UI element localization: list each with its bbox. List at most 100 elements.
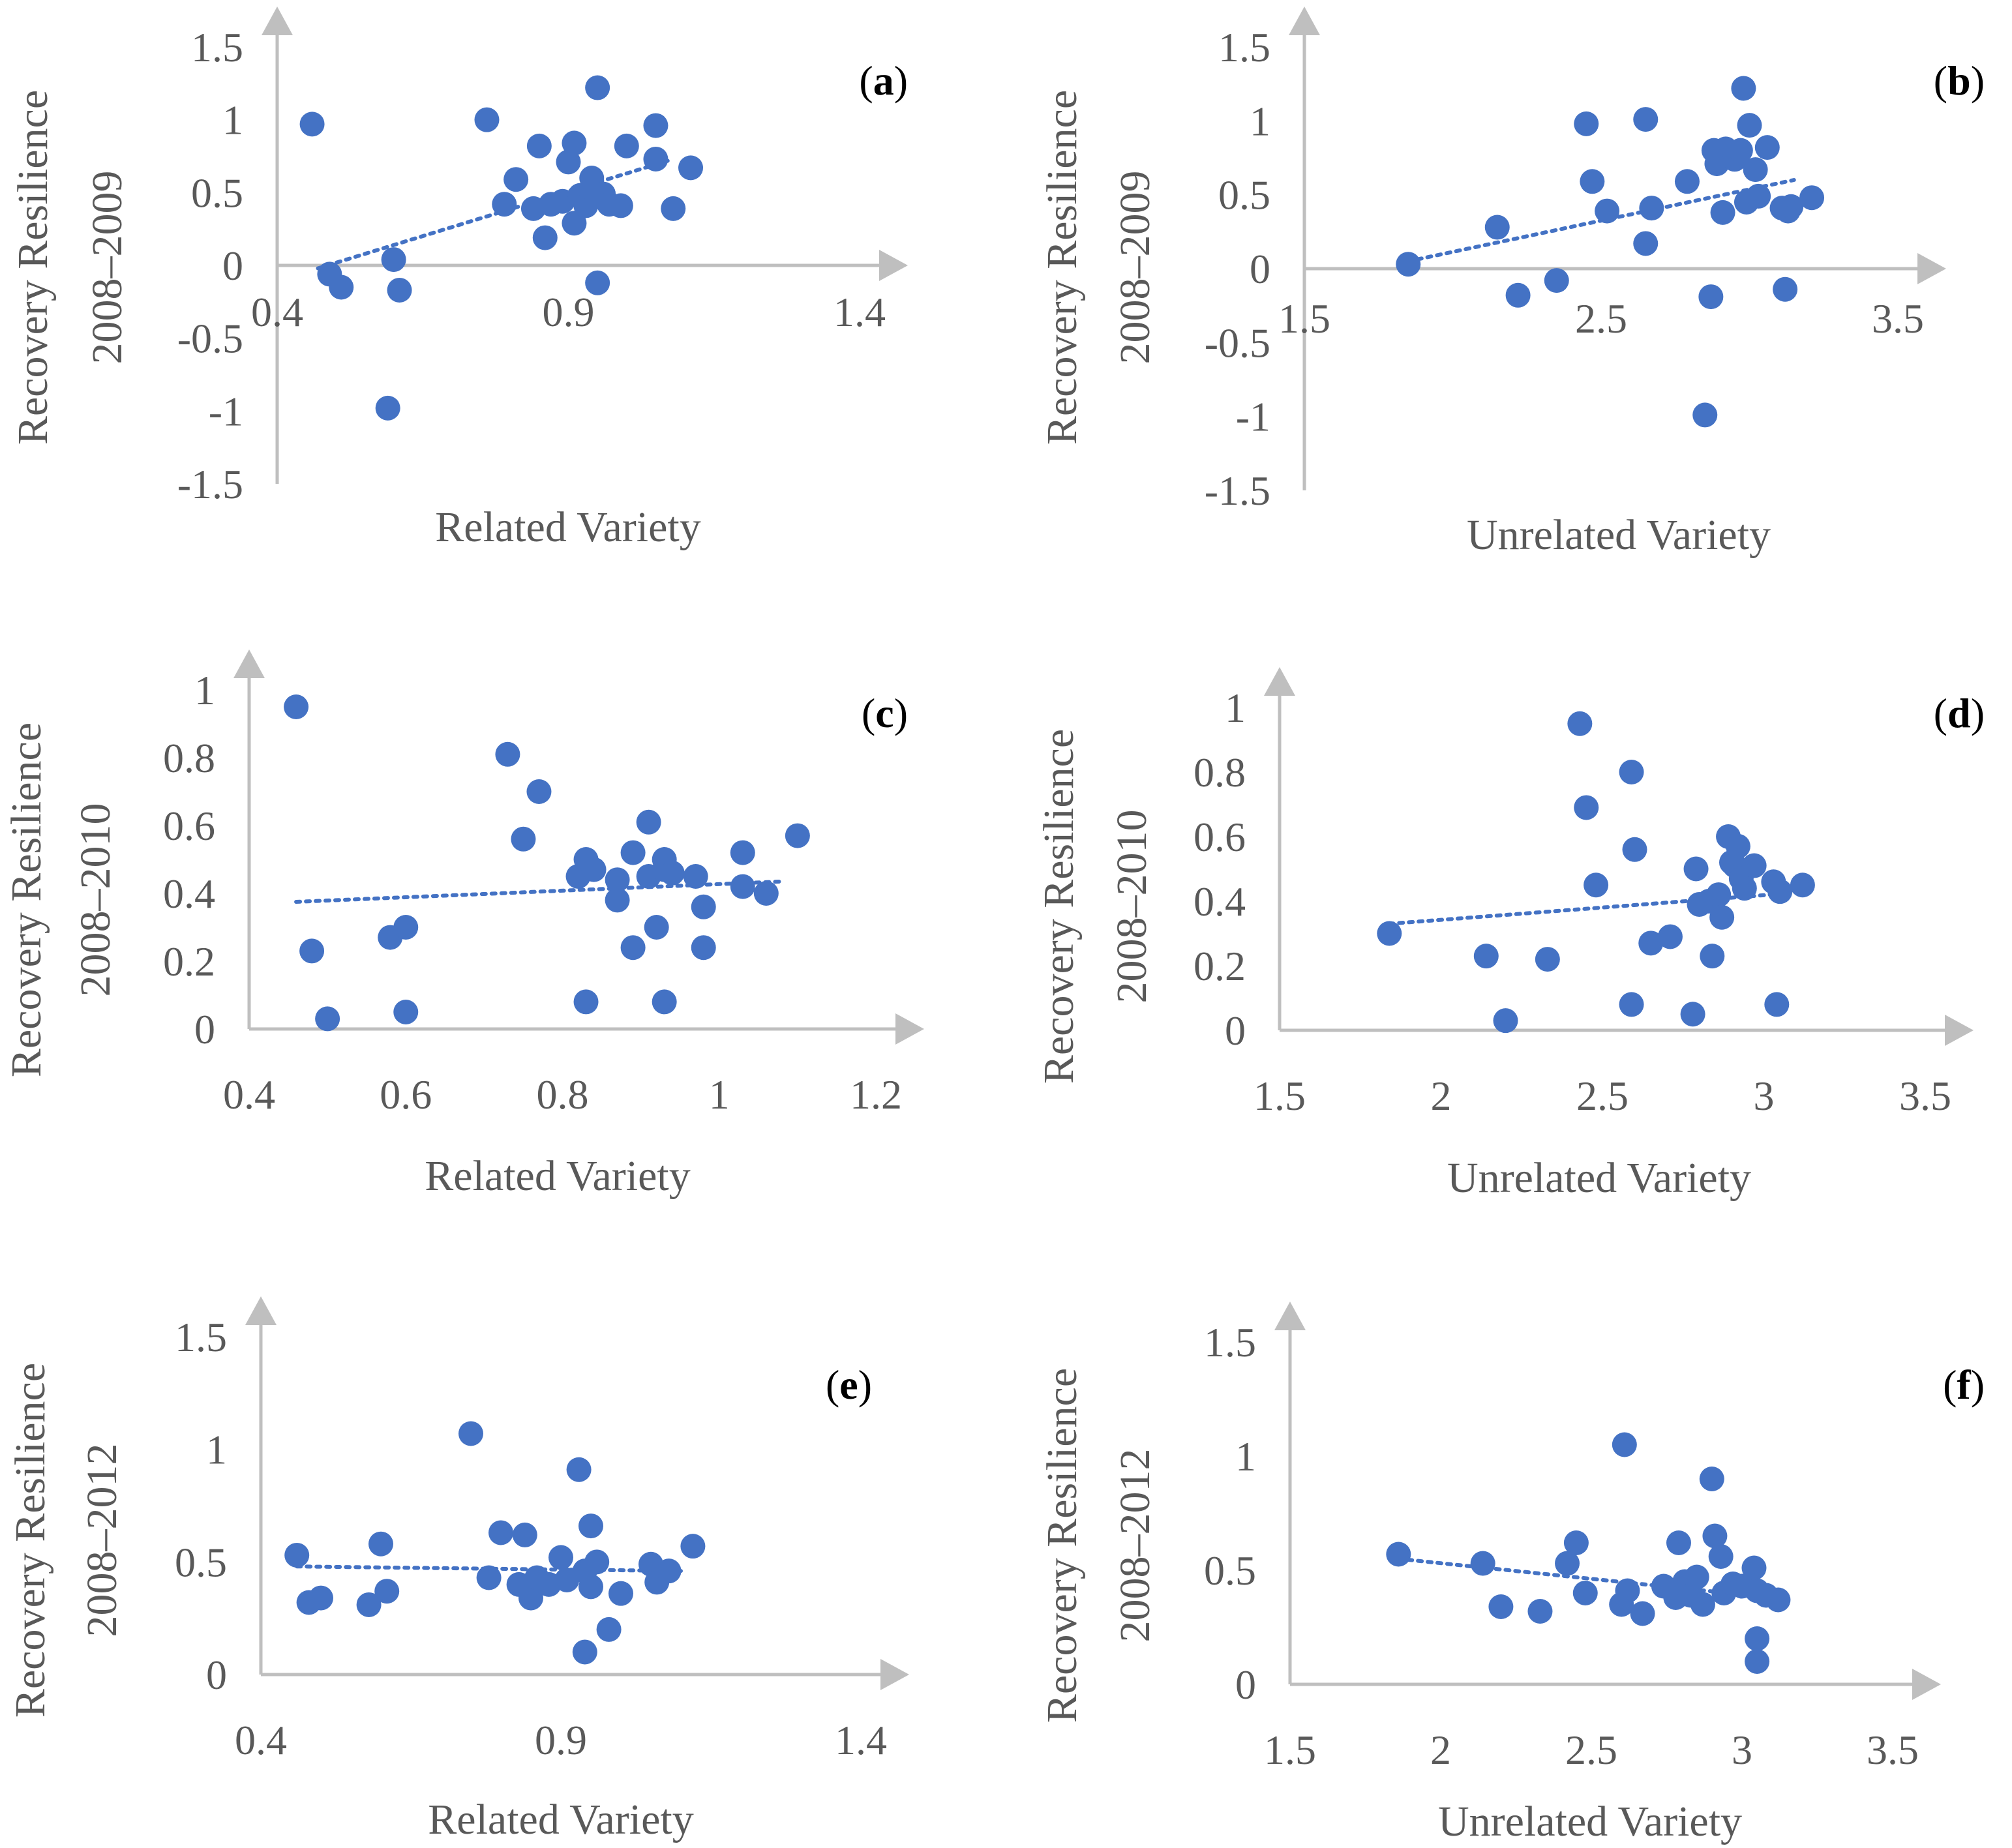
x-tick-label: 0.9: [543, 289, 595, 335]
y-tick-label: 1: [222, 97, 243, 143]
y-tick-label: 0.5: [191, 170, 243, 216]
y-tick-label: 0: [1250, 246, 1270, 292]
data-point: [1732, 876, 1757, 901]
y-axis-title: Recovery Resilience: [1038, 90, 1086, 445]
data-point: [1684, 1564, 1709, 1590]
data-point: [1639, 196, 1664, 221]
data-point: [1572, 1581, 1598, 1605]
data-point: [374, 1579, 400, 1604]
y-tick-label: -1.5: [177, 461, 243, 507]
y-tick-label: 0.2: [1194, 943, 1246, 989]
data-point: [683, 864, 708, 889]
data-point: [1767, 879, 1793, 904]
data-point: [1741, 1555, 1767, 1581]
panel-letter: (c): [862, 690, 908, 736]
data-point: [1731, 76, 1756, 101]
y-tick-label: 0: [206, 1652, 227, 1698]
data-point: [1725, 833, 1750, 859]
x-tick-label: 0.4: [251, 289, 303, 335]
data-point: [1535, 947, 1560, 972]
data-point: [1690, 1592, 1715, 1617]
data-point: [584, 1549, 610, 1575]
data-point: [562, 130, 587, 156]
data-point: [474, 107, 500, 132]
data-point: [308, 1585, 333, 1611]
panel-letter: (a): [859, 57, 908, 104]
x-tick-label: 1.5: [1254, 1073, 1306, 1119]
data-point: [1580, 169, 1605, 194]
x-axis-arrow: [1917, 253, 1946, 284]
y-axis-arrow: [1289, 7, 1320, 35]
x-axis-arrow: [895, 1013, 924, 1045]
y-tick-label: 0.8: [1194, 749, 1246, 796]
data-point: [532, 225, 558, 250]
y-axis-arrow: [233, 649, 265, 678]
data-point: [1574, 795, 1599, 820]
data-point: [1674, 169, 1700, 194]
data-point: [643, 146, 668, 171]
data-point: [1527, 1599, 1553, 1624]
y-tick-label: 1: [1250, 98, 1270, 144]
data-point: [581, 857, 607, 882]
y-tick-label: 0.8: [163, 735, 215, 781]
data-point: [1799, 185, 1825, 211]
y-tick-label: 0: [222, 243, 243, 289]
data-point: [1470, 1551, 1495, 1576]
data-point: [753, 881, 779, 906]
data-point: [1544, 268, 1569, 293]
data-point: [1633, 107, 1659, 132]
data-point: [1765, 1587, 1791, 1613]
data-point: [1657, 924, 1683, 949]
data-point: [1612, 1432, 1637, 1457]
data-point: [691, 894, 716, 919]
x-axis-title: Related Variety: [435, 503, 700, 551]
data-point: [511, 826, 536, 852]
y-tick-label: 0: [1225, 1007, 1246, 1054]
x-tick-label: 1.5: [1264, 1727, 1316, 1773]
data-point: [605, 887, 630, 913]
y-axis-arrow: [1274, 1302, 1306, 1330]
data-point: [526, 779, 552, 804]
data-point: [299, 938, 325, 964]
x-axis-arrow: [1945, 1015, 1974, 1046]
y-axis-arrow: [1264, 667, 1295, 696]
data-point: [1555, 1551, 1580, 1576]
x-tick-label: 1: [709, 1071, 730, 1118]
data-point: [1692, 402, 1718, 428]
data-point: [1630, 1601, 1655, 1626]
data-point: [1666, 1530, 1691, 1555]
data-point: [1488, 1594, 1514, 1619]
data-point: [512, 1522, 537, 1547]
data-point: [680, 1534, 706, 1559]
x-tick-label: 0.8: [537, 1071, 589, 1118]
data-point: [652, 989, 677, 1015]
data-point: [785, 823, 810, 848]
data-point: [1745, 1626, 1770, 1651]
y-axis-title: Recovery Resilience: [1038, 1368, 1086, 1723]
data-point: [578, 1574, 603, 1600]
y-tick-label: -0.5: [177, 316, 243, 362]
data-point: [1773, 276, 1798, 302]
y-tick-label: 1: [1225, 685, 1246, 731]
data-point: [636, 809, 661, 835]
data-point: [329, 275, 354, 300]
y-tick-label: 0.2: [163, 938, 215, 985]
y-axis-subtitle: 2008–2010: [72, 803, 119, 997]
x-tick-label: 2: [1431, 1073, 1452, 1119]
data-point: [393, 1000, 419, 1024]
y-axis-subtitle: 2008–2010: [1108, 810, 1156, 1004]
data-point: [585, 75, 610, 100]
y-axis-subtitle: 2008–2012: [1111, 1449, 1159, 1643]
data-point: [1484, 215, 1510, 240]
x-axis-title: Unrelated Variety: [1467, 511, 1771, 559]
x-tick-label: 3.5: [1872, 295, 1924, 342]
data-point: [1683, 856, 1709, 882]
data-point: [1680, 1002, 1705, 1027]
y-tick-label: 0.4: [163, 871, 215, 917]
trendline: [316, 156, 676, 271]
data-point: [578, 1513, 603, 1539]
y-tick-label: -1: [1236, 394, 1270, 440]
data-point: [1702, 1523, 1728, 1549]
data-point: [1698, 284, 1724, 310]
